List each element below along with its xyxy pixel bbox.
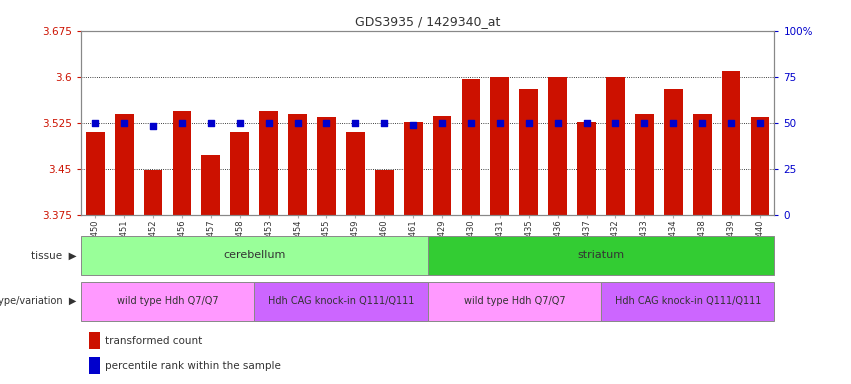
Point bbox=[551, 120, 564, 126]
Bar bbox=[548, 77, 567, 215]
Bar bbox=[86, 132, 105, 215]
Bar bbox=[722, 71, 740, 215]
Bar bbox=[606, 77, 625, 215]
Bar bbox=[254, 282, 428, 321]
Bar bbox=[693, 114, 711, 215]
Bar bbox=[115, 114, 134, 215]
Bar bbox=[432, 116, 452, 215]
Bar bbox=[461, 79, 480, 215]
Bar bbox=[403, 122, 423, 215]
Text: Hdh CAG knock-in Q111/Q111: Hdh CAG knock-in Q111/Q111 bbox=[614, 296, 761, 306]
Point bbox=[378, 120, 391, 126]
Bar bbox=[202, 155, 220, 215]
Bar bbox=[751, 117, 769, 215]
Point bbox=[175, 120, 189, 126]
Point bbox=[522, 120, 535, 126]
Point bbox=[204, 120, 218, 126]
Point bbox=[262, 120, 276, 126]
Point bbox=[637, 120, 651, 126]
Text: wild type Hdh Q7/Q7: wild type Hdh Q7/Q7 bbox=[117, 296, 219, 306]
Bar bbox=[577, 122, 596, 215]
Bar bbox=[260, 111, 278, 215]
Point bbox=[580, 120, 593, 126]
Point bbox=[608, 120, 622, 126]
Point bbox=[117, 120, 131, 126]
Text: wild type Hdh Q7/Q7: wild type Hdh Q7/Q7 bbox=[464, 296, 565, 306]
Bar bbox=[601, 282, 774, 321]
Text: tissue  ▶: tissue ▶ bbox=[31, 250, 77, 260]
Point bbox=[753, 120, 767, 126]
Bar bbox=[288, 114, 307, 215]
Point bbox=[320, 120, 334, 126]
Bar bbox=[375, 170, 394, 215]
Bar bbox=[428, 282, 601, 321]
Text: transformed count: transformed count bbox=[105, 336, 202, 346]
Point bbox=[349, 120, 363, 126]
Point bbox=[464, 120, 477, 126]
Text: genotype/variation  ▶: genotype/variation ▶ bbox=[0, 296, 77, 306]
Point bbox=[435, 120, 448, 126]
Point bbox=[493, 120, 506, 126]
Bar bbox=[144, 170, 163, 215]
Point bbox=[291, 120, 305, 126]
Point bbox=[233, 120, 247, 126]
Bar bbox=[346, 132, 365, 215]
Point bbox=[146, 123, 160, 129]
Bar bbox=[519, 89, 538, 215]
Bar bbox=[231, 132, 249, 215]
Bar bbox=[428, 236, 774, 275]
Text: Hdh CAG knock-in Q111/Q111: Hdh CAG knock-in Q111/Q111 bbox=[268, 296, 414, 306]
Text: striatum: striatum bbox=[578, 250, 625, 260]
Bar bbox=[317, 117, 336, 215]
Bar bbox=[635, 114, 654, 215]
Text: percentile rank within the sample: percentile rank within the sample bbox=[105, 361, 281, 371]
Text: cerebellum: cerebellum bbox=[223, 250, 285, 260]
Point bbox=[666, 120, 680, 126]
Point bbox=[89, 120, 102, 126]
Point bbox=[724, 120, 738, 126]
Point bbox=[407, 122, 420, 128]
Bar bbox=[490, 77, 509, 215]
Bar bbox=[664, 89, 683, 215]
Bar bbox=[81, 282, 254, 321]
Title: GDS3935 / 1429340_at: GDS3935 / 1429340_at bbox=[355, 15, 500, 28]
Bar bbox=[173, 111, 191, 215]
Point bbox=[695, 120, 709, 126]
Bar bbox=[81, 236, 428, 275]
